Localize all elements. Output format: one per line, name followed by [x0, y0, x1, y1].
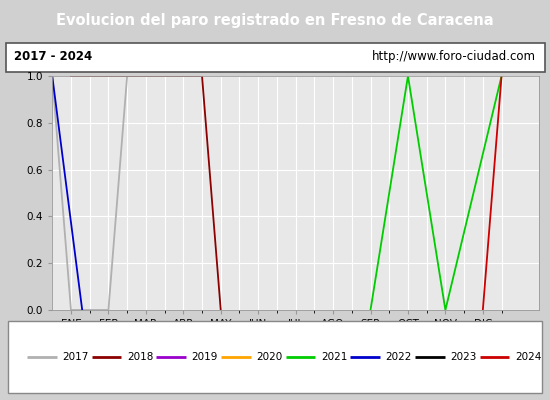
Text: 2023: 2023	[450, 352, 476, 362]
Text: 2024: 2024	[515, 352, 541, 362]
FancyBboxPatch shape	[6, 44, 544, 72]
Text: 2021: 2021	[321, 352, 347, 362]
Text: 2017 - 2024: 2017 - 2024	[14, 50, 92, 64]
FancyBboxPatch shape	[8, 321, 542, 393]
Text: 2022: 2022	[386, 352, 412, 362]
Text: 2017: 2017	[62, 352, 89, 362]
Text: 2018: 2018	[126, 352, 153, 362]
Text: 2020: 2020	[256, 352, 282, 362]
Text: http://www.foro-ciudad.com: http://www.foro-ciudad.com	[372, 50, 536, 64]
Text: Evolucion del paro registrado en Fresno de Caracena: Evolucion del paro registrado en Fresno …	[56, 14, 494, 28]
Text: 2019: 2019	[191, 352, 218, 362]
